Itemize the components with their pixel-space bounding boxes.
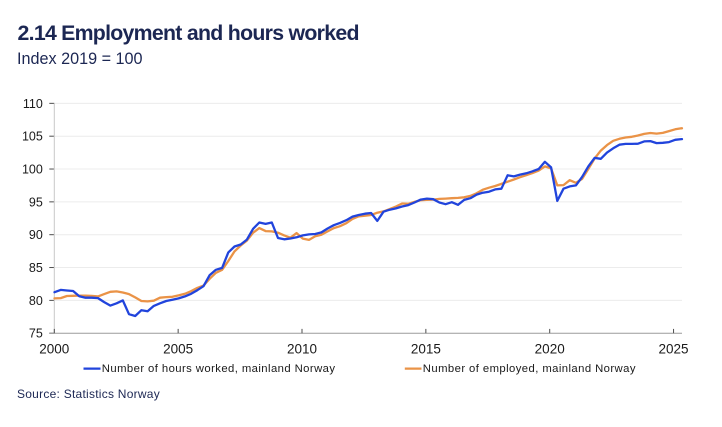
svg-text:Number of hours worked, mainla: Number of hours worked, mainland Norway	[102, 363, 336, 375]
svg-text:85: 85	[29, 261, 43, 275]
svg-text:80: 80	[29, 294, 43, 308]
svg-text:105: 105	[22, 130, 43, 144]
svg-text:95: 95	[29, 195, 43, 209]
svg-text:90: 90	[29, 228, 43, 242]
svg-text:75: 75	[29, 327, 43, 341]
svg-text:2000: 2000	[39, 342, 69, 357]
svg-text:110: 110	[23, 97, 43, 111]
svg-text:Number of employed, mainland N: Number of employed, mainland Norway	[423, 363, 636, 375]
svg-text:2015: 2015	[411, 342, 441, 357]
svg-text:2005: 2005	[163, 342, 193, 357]
svg-text:2020: 2020	[535, 342, 565, 357]
svg-text:2025: 2025	[659, 342, 689, 357]
svg-text:2010: 2010	[287, 342, 317, 357]
svg-text:100: 100	[22, 162, 43, 176]
